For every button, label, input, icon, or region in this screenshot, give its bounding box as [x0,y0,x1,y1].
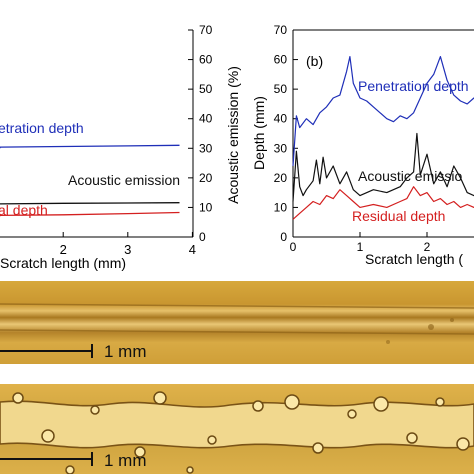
chart-a-y-tick-label: 10 [199,200,213,214]
chart-b-y-tick-label: 40 [274,112,288,126]
chart-b-y-tick-label: 0 [280,230,287,244]
debris-particle [406,432,418,444]
debris-particle [207,435,217,445]
chart-a-series [0,144,180,217]
micrograph-1-speck [386,340,390,344]
chart-b: 0 1 2 0 10 20 30 40 50 60 70 (b) Penetration dept… [251,23,474,267]
chart-b-y-tick-label: 50 [274,82,288,96]
chart-a-y-tick-label: 0 [199,230,206,244]
chart-a-line-residual [0,211,180,217]
chart-a-y-tick-label: 20 [199,171,213,185]
debris-particle [456,437,470,451]
chart-a-x-axis-title: Scratch length (mm) [0,255,126,271]
chart-a-line-penetration [0,144,180,149]
debris-particle [186,466,194,474]
chart-b-x-tick-label: 1 [357,240,364,254]
chart-b-x-tick-label: 2 [424,240,431,254]
chart-b-y-ticks: 0 10 20 30 40 50 60 70 [274,23,298,244]
chart-a-series-label-residual: al depth [0,202,48,218]
debris-particle [373,396,389,412]
chart-a-y-tick-label: 50 [199,82,213,96]
debris-particle [134,446,146,458]
debris-particle [41,429,55,443]
micrograph-2-scratch-track [0,400,474,449]
debris-particle [347,409,357,419]
chart-b-series [292,55,474,220]
debris-particle [65,465,75,474]
chart-a-x-ticks: 2 3 4 [60,232,196,257]
micrograph-2-scale-label: 1 mm [104,451,147,470]
micrograph-1-groove-edge [0,329,474,335]
chart-a-y-tick-label: 70 [199,23,213,37]
micrograph-1: 1 mm [0,281,474,364]
micrograph-1-scale-label: 1 mm [104,342,147,361]
chart-b-line-acoustic [292,132,474,202]
chart-b-line-residual [292,186,474,220]
chart-b-x-axis-title: Scratch length ( [365,251,463,267]
debris-particle [435,397,445,407]
chart-a-x-tick-label: 2 [60,242,67,257]
chart-b-series-label-penetration: Penetration depth [358,78,469,94]
debris-particle [12,392,24,404]
chart-a-series-label-penetration: etration depth [0,120,84,136]
chart-b-y-tick-label: 30 [274,141,288,155]
chart-b-line-penetration [292,55,474,167]
chart-a-y-tick-label: 40 [199,112,213,126]
chart-b-x-ticks: 0 1 2 [290,232,431,254]
chart-a-y-tick-label: 60 [199,53,213,67]
debris-particle [252,400,264,412]
chart-a-x-tick-label: 3 [124,242,131,257]
chart-b-y-tick-label: 70 [274,23,288,37]
chart-a-series-label-acoustic: Acoustic emission [68,172,180,188]
chart-a-line-acoustic [0,202,180,205]
chart-b-panel-label: (b) [306,53,323,69]
debris-particle [90,405,100,415]
micrograph-2: 1 mm [0,384,474,474]
debris-particle [284,394,300,410]
chart-b-y-axis-title: Depth (mm) [251,96,267,170]
chart-b-y-tick-label: 60 [274,53,288,67]
chart-b-y-tick-label: 20 [274,171,288,185]
chart-a-right-axis-title: Acoustic emission (%) [225,66,241,204]
chart-b-y-tick-label: 10 [274,200,288,214]
chart-a-x-tick-label: 4 [189,242,196,257]
micrograph-1-groove-edge [0,303,474,309]
debris-particle [153,391,167,405]
chart-a-y-ticks: 0 10 20 30 40 50 60 70 [188,23,213,244]
chart-a-y-tick-label: 30 [199,141,213,155]
micrograph-1-speck [450,318,454,322]
chart-b-x-tick-label: 0 [290,240,297,254]
chart-a: 2 3 4 0 10 20 30 40 50 60 70 etration depth Acous… [0,23,241,271]
micrograph-2-debris [12,391,470,474]
micrograph-1-speck [428,324,434,330]
chart-b-series-label-residual: Residual depth [352,208,445,224]
debris-particle [312,442,324,454]
chart-b-series-label-acoustic: Acoustic emissio [358,168,462,184]
